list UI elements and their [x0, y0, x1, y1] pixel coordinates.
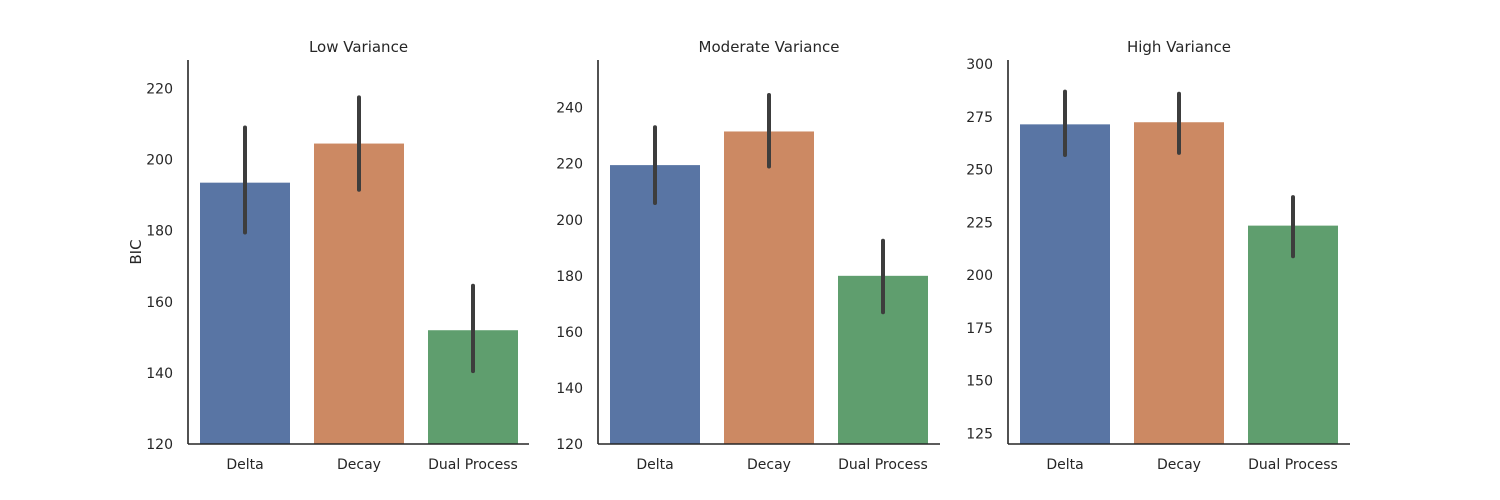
y-tick-label: 150 [966, 374, 993, 390]
bar-decay [724, 131, 814, 444]
y-axis-label: BIC [127, 239, 145, 264]
y-tick-label: 240 [556, 101, 583, 117]
y-tick-label: 220 [556, 157, 583, 173]
chart-title: Low Variance [309, 38, 408, 56]
chart-panel-1: Low Variance Delta Decay Dual Process 120 140… [127, 38, 529, 473]
y-tick-label: 140 [146, 366, 173, 382]
chart-title: High Variance [1127, 38, 1231, 56]
x-tick-label: Dual Process [1248, 457, 1338, 473]
y-tick-label: 300 [966, 57, 993, 73]
y-tick-label: 220 [146, 81, 173, 97]
y-tick-label: 180 [556, 269, 583, 285]
y-tick-label: 160 [146, 295, 173, 311]
y-tick-label: 180 [146, 224, 173, 240]
bar-decay [1134, 122, 1224, 444]
y-tick-label: 125 [966, 426, 993, 442]
y-tick-label: 175 [966, 321, 993, 337]
chart-title: Moderate Variance [699, 38, 840, 56]
y-tick-label: 140 [556, 381, 583, 397]
x-tick-label: Decay [1157, 457, 1201, 473]
bar-delta [1020, 124, 1110, 444]
x-tick-label: Decay [747, 457, 791, 473]
x-tick-label: Delta [1046, 457, 1083, 473]
x-tick-label: Decay [337, 457, 381, 473]
x-tick-label: Delta [636, 457, 673, 473]
y-tick-label: 275 [966, 110, 993, 126]
chart-panel-2: Moderate Variance Delta Decay Dual Process 1… [556, 38, 940, 473]
chart-panel-3: High Variance Delta Decay Dual Process 125 15… [966, 38, 1350, 473]
y-tick-label: 200 [146, 153, 173, 169]
bar-decay [314, 143, 404, 445]
y-tick-label: 200 [556, 213, 583, 229]
y-tick-label: 120 [146, 437, 173, 453]
bar-delta [610, 165, 700, 444]
bar-dual-process [1248, 225, 1338, 444]
y-tick-label: 200 [966, 268, 993, 284]
y-tick-label: 225 [966, 215, 993, 231]
y-tick-label: 120 [556, 437, 583, 453]
y-tick-label: 160 [556, 325, 583, 341]
x-tick-label: Delta [226, 457, 263, 473]
x-tick-label: Dual Process [838, 457, 928, 473]
y-tick-label: 250 [966, 163, 993, 179]
x-tick-label: Dual Process [428, 457, 518, 473]
